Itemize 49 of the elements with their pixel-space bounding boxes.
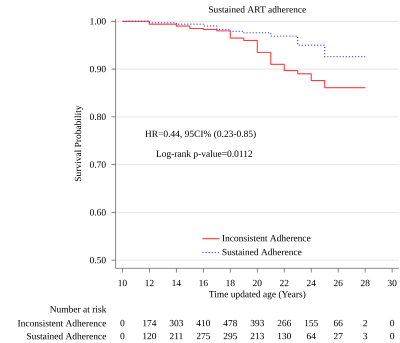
x-axis-title: Time updated age (Years): [208, 290, 306, 300]
y-tick-label: 0.60: [90, 209, 106, 216]
x-tick-label: 16: [199, 280, 208, 286]
annotation: Log-rank p-value=0.0112: [156, 150, 252, 160]
text: 0: [120, 333, 124, 340]
y-tick-label: 0.50: [90, 257, 106, 264]
text: 410: [196, 320, 210, 327]
annotation: HR=0.44, 95CI% (0.23-0.85): [145, 130, 256, 140]
text: 0: [120, 320, 124, 327]
text: 211: [170, 333, 183, 340]
text: 174: [143, 320, 156, 326]
text: 213: [250, 333, 264, 340]
text: 66: [334, 320, 343, 326]
y-tick-label: 1.00: [90, 18, 106, 25]
y-tick-label: 0.90: [90, 66, 106, 73]
text: Sustained Adherence: [27, 332, 106, 340]
chart-title: Sustained ART adherence: [208, 6, 306, 13]
x-tick-label: 24: [306, 280, 316, 286]
text: 393: [250, 320, 264, 326]
y-tick-label: 0.70: [90, 162, 106, 168]
y-tick-label: 0.80: [90, 114, 106, 120]
x-tick-label: 30: [388, 280, 397, 286]
text: 0: [390, 333, 394, 340]
x-tick-label: 14: [172, 280, 181, 286]
x-tick-label: 22: [280, 280, 288, 286]
text: 27: [334, 333, 343, 340]
text: 478: [223, 320, 238, 327]
text: 3: [363, 333, 368, 340]
x-tick-label: 10: [118, 280, 127, 286]
text: Inconsistent Adherence: [18, 320, 106, 327]
legend-label: Inconsistent Adherence: [222, 234, 310, 242]
text: 0: [390, 320, 394, 327]
text: 275: [196, 333, 210, 340]
x-tick-label: 20: [252, 280, 262, 286]
text: 266: [278, 320, 292, 326]
x-tick-label: 18: [226, 280, 235, 286]
y-axis-title: Survival Probability: [74, 106, 84, 182]
x-tick-label: 26: [334, 280, 343, 286]
text: Number at risk: [50, 306, 106, 313]
text: 303: [170, 320, 184, 327]
text: 155: [304, 320, 318, 326]
text: 120: [143, 333, 156, 340]
text: 2: [363, 320, 368, 326]
text: 130: [278, 333, 291, 340]
x-tick-label: 28: [360, 280, 370, 286]
text: 64: [306, 333, 316, 340]
legend-label: Sustained Adherence: [222, 248, 302, 256]
text: 295: [224, 333, 238, 340]
x-tick-label: 12: [146, 280, 154, 286]
